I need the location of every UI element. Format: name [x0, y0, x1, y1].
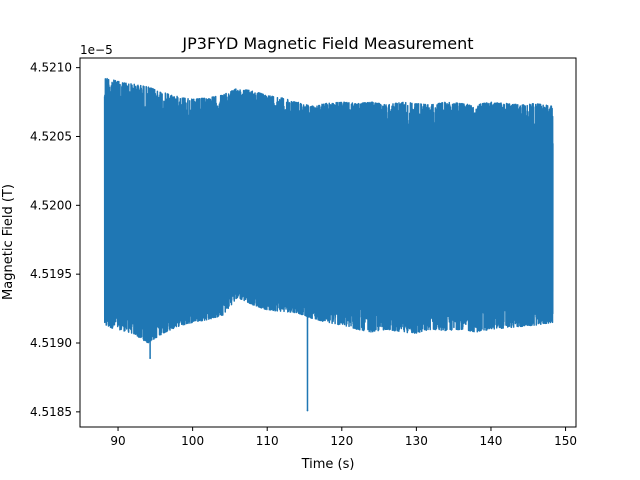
- x-axis-label: Time (s): [301, 457, 355, 472]
- y-tick-label: 4.5205: [30, 129, 72, 143]
- plot-frame: [79, 57, 577, 428]
- y-tick-label: 4.5210: [30, 61, 72, 75]
- y-tick-label: 4.5200: [30, 198, 72, 212]
- x-tick-label: 110: [256, 434, 279, 448]
- x-tick-label: 130: [405, 434, 428, 448]
- x-tick-label: 90: [110, 434, 125, 448]
- data-series: [103, 77, 554, 412]
- y-axis: 4.5185 4.5190 4.5195 4.5200 4.5205 4.5210: [30, 61, 80, 419]
- x-tick-label: 150: [554, 434, 577, 448]
- x-tick-label: 120: [330, 434, 353, 448]
- outlier-point: [149, 357, 151, 359]
- chart-title: JP3FYD Magnetic Field Measurement: [181, 34, 473, 53]
- y-tick-label: 4.5195: [30, 267, 72, 281]
- y-tick-label: 4.5190: [30, 336, 72, 350]
- y-offset-label: 1e−5: [80, 43, 113, 57]
- x-tick-label: 140: [480, 434, 503, 448]
- outlier-point: [306, 409, 309, 412]
- x-axis: 90 100 110 120 130 140 150: [110, 427, 577, 448]
- x-tick-label: 100: [181, 434, 204, 448]
- y-tick-label: 4.5185: [30, 405, 72, 419]
- series-line: [103, 77, 554, 412]
- y-axis-label: Magnetic Field (T): [1, 184, 16, 300]
